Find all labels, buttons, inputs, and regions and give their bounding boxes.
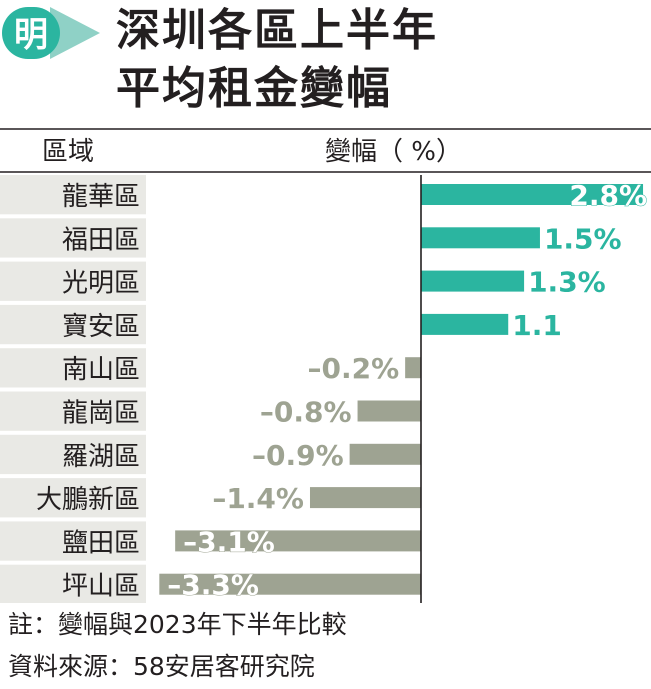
bar [175, 530, 421, 552]
category-label: 坪山區 [62, 572, 140, 602]
value-label: 1.1 [512, 309, 562, 342]
value-label: –3.1% [183, 525, 275, 558]
bar [421, 313, 509, 335]
row-label-band [0, 434, 146, 475]
bar [421, 184, 644, 205]
bar [349, 443, 421, 465]
category-label: 羅湖區 [62, 442, 140, 472]
category-label: 大鵬新區 [36, 485, 140, 515]
category-label: 鹽田區 [62, 528, 140, 558]
row-label-band [0, 521, 146, 561]
row-label-band [0, 218, 146, 258]
column-header-change: 變幅（ %） [325, 137, 462, 167]
category-label: 寶安區 [62, 312, 140, 342]
bar [309, 487, 421, 509]
bar [421, 227, 540, 249]
bar [159, 573, 421, 595]
value-label: –0.9% [252, 439, 344, 472]
footnote-note: 註：變幅與2023年下半年比較 [8, 610, 347, 639]
category-label: 龍崗區 [62, 399, 140, 429]
row-label-band [0, 175, 146, 215]
category-label: 南山區 [62, 355, 140, 385]
row-label-band [0, 478, 146, 518]
category-label: 龍華區 [62, 182, 140, 212]
value-label: –0.8% [260, 396, 352, 429]
value-label: 1.5% [544, 222, 622, 255]
newspaper-logo-icon: 明 [2, 5, 102, 61]
row-label-band [0, 261, 146, 301]
value-label: –3.3% [167, 569, 259, 602]
value-label: –1.4% [212, 482, 304, 515]
category-label: 福田區 [62, 225, 140, 255]
row-label-band [0, 564, 146, 603]
footnote-source: 資料來源：58安居客研究院 [8, 652, 315, 681]
bar [421, 270, 525, 292]
page-title-line-2: 平均租金變幅 [116, 63, 392, 114]
column-header-region: 區域 [42, 137, 94, 167]
bar [357, 400, 421, 422]
value-label: 2.8% [569, 179, 647, 212]
page-title-line-1: 深圳各區上半年 [116, 5, 438, 56]
row-label-band [0, 348, 146, 388]
bar [405, 357, 421, 379]
bar-chart: 區域 變幅（ %） 龍華區 2.8% 福田區 1.5% 光明區 1.3% 寶安區 1.1 南山區 –0… [0, 128, 651, 603]
row-label-band [0, 391, 146, 431]
category-label: 光明區 [62, 269, 140, 299]
logo-text: 明 [14, 15, 48, 55]
value-label: 1.3% [528, 266, 606, 299]
row-label-band [0, 304, 146, 345]
value-label: –0.2% [307, 352, 399, 385]
